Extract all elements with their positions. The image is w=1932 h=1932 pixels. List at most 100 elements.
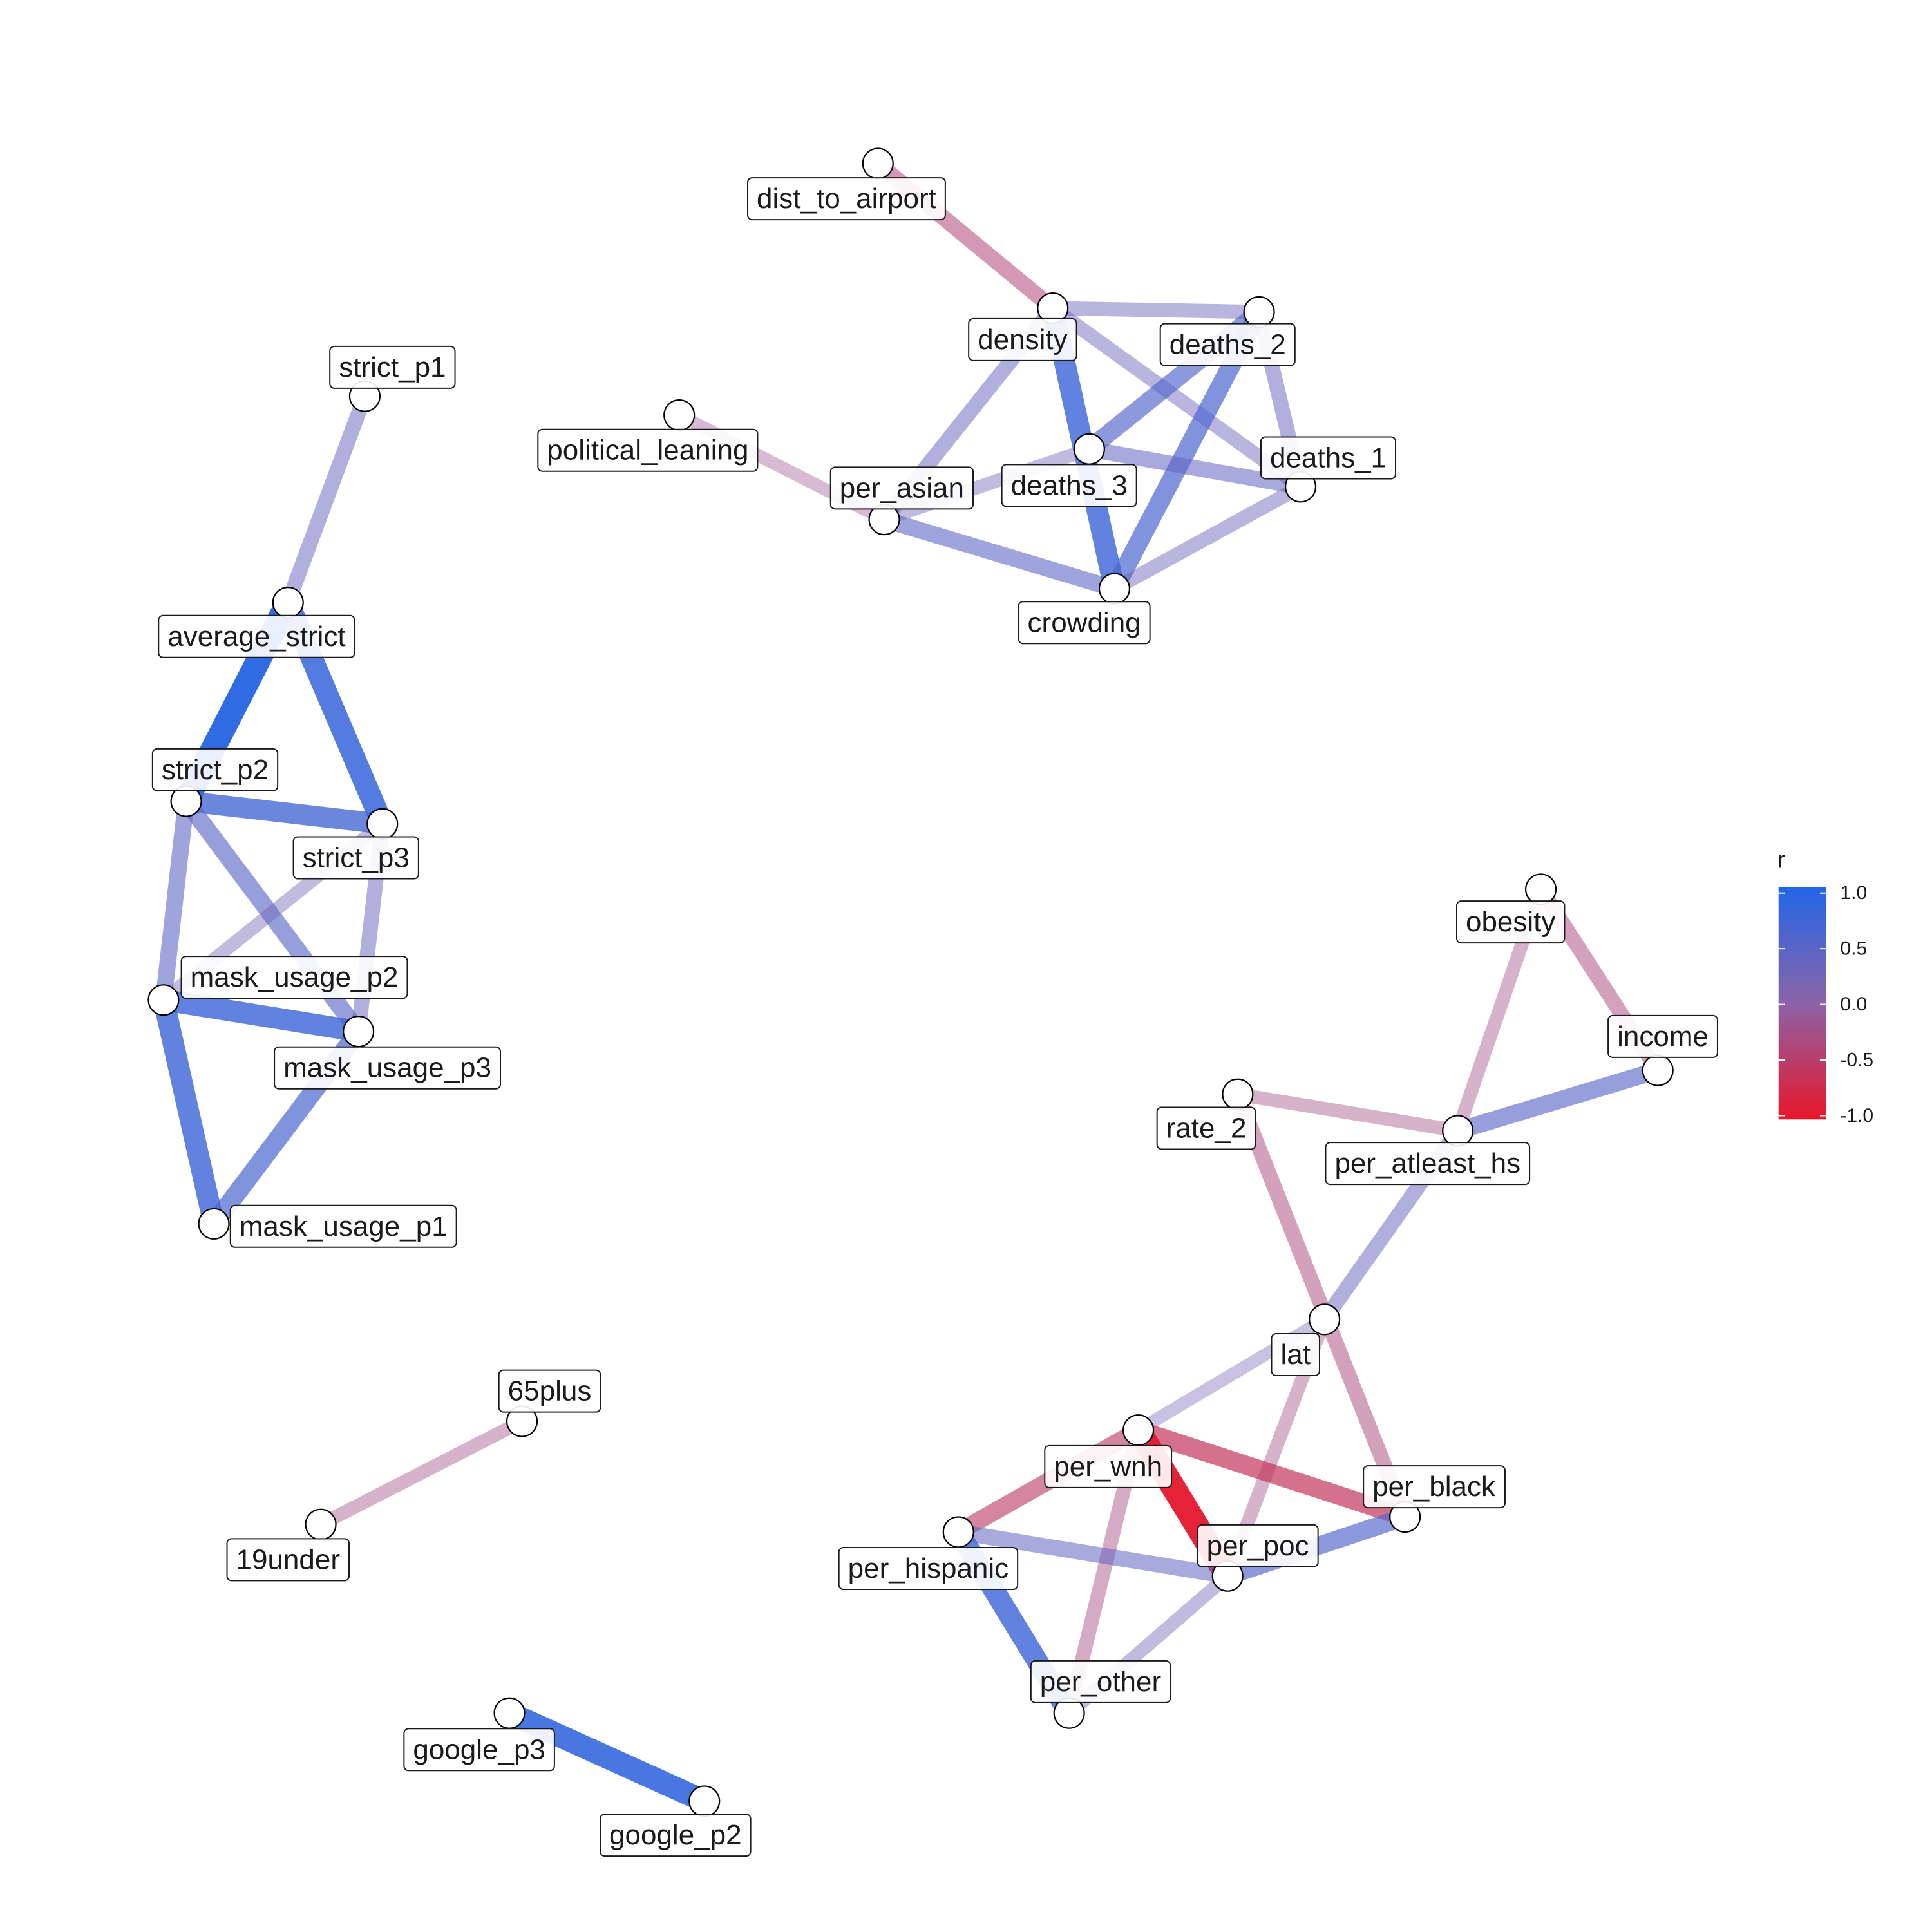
node-label-box	[838, 1547, 1019, 1591]
node-label-text: income	[1617, 1021, 1709, 1052]
node-label-text: mask_usage_p2	[191, 961, 399, 993]
node-label-box	[1156, 1106, 1256, 1150]
node-political_leaning[interactable]	[663, 399, 696, 431]
node-label-text: strict_p1	[339, 352, 446, 383]
node-label-text: mask_usage_p1	[240, 1211, 448, 1242]
node-label-box	[829, 466, 974, 510]
node-label-text: per_poc	[1207, 1530, 1309, 1562]
edge-strict_p2-strict_p3	[185, 791, 384, 835]
node-label-per_black: per_black	[1363, 1465, 1506, 1509]
legend-tick-label: -1.0	[1840, 1105, 1873, 1126]
edge-per_asian-crowding	[882, 511, 1117, 597]
node-label-box	[1197, 1524, 1319, 1567]
node-lat[interactable]	[1309, 1303, 1341, 1336]
node-deaths_2[interactable]	[1243, 296, 1275, 328]
node-label-per_poc: per_poc	[1197, 1524, 1319, 1567]
node-label-box	[1044, 1444, 1173, 1488]
node-label-box	[1607, 1014, 1718, 1058]
node-label-box	[180, 956, 408, 999]
node-label-text: crowding	[1028, 607, 1141, 638]
node-label-box	[600, 1814, 752, 1857]
node-label-google_p3: google_p3	[403, 1728, 555, 1772]
node-label-google_p2: google_p2	[600, 1814, 752, 1857]
node-mask_usage_p2[interactable]	[147, 984, 180, 1016]
node-dist_to_airport[interactable]	[862, 147, 894, 180]
node-per_atleast_hs[interactable]	[1442, 1115, 1474, 1147]
node-label-text: strict_p2	[162, 754, 269, 786]
node-label-text: per_asian	[840, 472, 964, 504]
node-mask_usage_p3[interactable]	[343, 1016, 375, 1048]
node-label-text: 19under	[236, 1544, 340, 1575]
node-label-mask_usage_p3: mask_usage_p3	[274, 1046, 502, 1090]
node-label-text: deaths_2	[1170, 329, 1286, 361]
node-label-obesity: obesity	[1455, 900, 1566, 944]
node-label-box	[498, 1369, 601, 1413]
node-rate_2[interactable]	[1222, 1078, 1254, 1110]
node-label-strict_p3: strict_p3	[292, 836, 419, 880]
node-label-strict_p1: strict_p1	[329, 345, 456, 389]
node-label-average_strict: average_strict	[158, 614, 355, 658]
node-label-box	[151, 748, 279, 791]
edge-strict_p2-mask_usage_p2	[155, 800, 194, 1001]
node-label-text: obesity	[1466, 906, 1555, 938]
node-obesity[interactable]	[1525, 873, 1557, 905]
node-label-per_wnh: per_wnh	[1044, 1444, 1173, 1488]
node-label-box	[1271, 1333, 1320, 1377]
node-label-box	[229, 1204, 457, 1248]
node-label-text: per_black	[1372, 1471, 1496, 1502]
node-label-text: lat	[1280, 1339, 1310, 1370]
node-label-mask_usage_p2: mask_usage_p2	[180, 956, 408, 999]
edge-rate_2-per_atleast_hs	[1236, 1087, 1459, 1138]
node-label-box	[1030, 1660, 1171, 1703]
node-label-box	[1455, 900, 1566, 944]
edge-per_hispanic-per_poc	[957, 1524, 1229, 1584]
node-label-box	[274, 1046, 502, 1090]
node-per_wnh[interactable]	[1122, 1414, 1155, 1446]
legend-colorbar	[1778, 886, 1826, 1120]
edge-per_wnh-per_black	[1135, 1421, 1408, 1526]
legend-tick-label: -0.5	[1840, 1049, 1873, 1070]
node-average_strict[interactable]	[272, 587, 304, 619]
legend-title: r	[1777, 847, 1786, 874]
node-label-text: deaths_3	[1011, 469, 1128, 501]
node-google_p2[interactable]	[688, 1785, 721, 1817]
edge-mask_usage_p2-mask_usage_p1	[153, 998, 225, 1227]
node-mask_usage_p1[interactable]	[198, 1208, 230, 1240]
color-legend: r 1.0 0.5 0.0 -0.5 -1.0	[1777, 847, 1873, 1126]
edge-mask_usage_p2-mask_usage_p3	[162, 989, 361, 1042]
node-label-text: mask_usage_p3	[283, 1052, 491, 1084]
node-google_p3[interactable]	[493, 1697, 526, 1729]
edge-65plus-19under	[317, 1415, 526, 1531]
node-per_hispanic[interactable]	[942, 1516, 974, 1548]
node-label-box	[329, 345, 456, 389]
node-label-65plus: 65plus	[498, 1369, 601, 1413]
node-deaths_3[interactable]	[1073, 433, 1105, 465]
node-label-lat: lat	[1271, 1333, 1320, 1377]
node-label-text: density	[978, 324, 1067, 355]
node-label-per_atleast_hs: per_atleast_hs	[1325, 1142, 1531, 1186]
node-label-text: per_hispanic	[848, 1553, 1009, 1584]
node-label-per_other: per_other	[1030, 1660, 1171, 1703]
node-strict_p3[interactable]	[366, 808, 399, 840]
node-label-box	[292, 836, 419, 880]
node-label-box	[1363, 1465, 1506, 1509]
node-label-income: income	[1607, 1014, 1718, 1058]
node-label-text: political_leaning	[547, 435, 748, 466]
node-19under[interactable]	[305, 1508, 337, 1540]
node-label-box	[403, 1728, 555, 1772]
node-label-deaths_1: deaths_1	[1260, 436, 1397, 480]
node-label-box	[1001, 464, 1137, 507]
node-label-text: average_strict	[167, 621, 345, 652]
node-label-box	[158, 614, 355, 658]
node-label-box	[226, 1538, 350, 1582]
edge-deaths_1-crowding	[1111, 480, 1304, 595]
legend-tick-label: 0.0	[1840, 994, 1867, 1015]
edge-deaths_3-deaths_1	[1088, 441, 1302, 495]
node-income[interactable]	[1642, 1054, 1674, 1086]
node-crowding[interactable]	[1098, 573, 1131, 605]
node-label-text: per_other	[1040, 1666, 1161, 1698]
node-label-dist_to_airport: dist_to_airport	[747, 177, 946, 221]
node-label-box	[1325, 1142, 1531, 1186]
